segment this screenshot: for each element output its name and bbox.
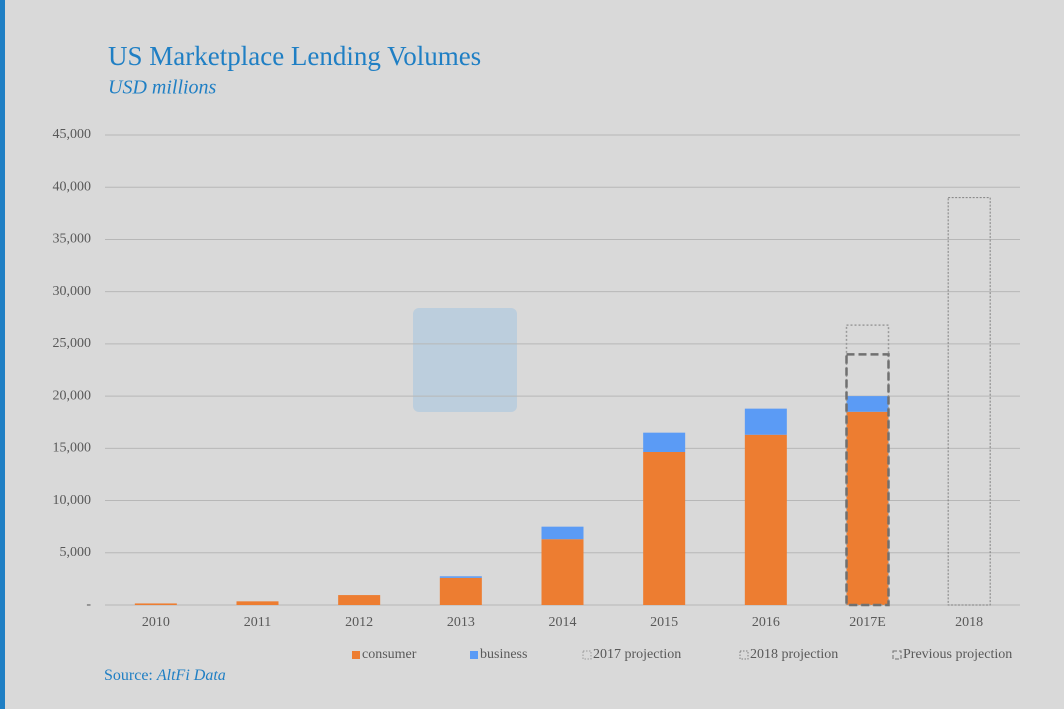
y-tick-label: 35,000: [53, 232, 92, 247]
legend-label: consumer: [362, 647, 417, 662]
bar-segment: [439, 576, 482, 578]
y-tick-label: 30,000: [53, 284, 92, 299]
y-tick-label: 15,000: [53, 441, 92, 456]
y-tick-label: 40,000: [53, 179, 92, 194]
side-stripe: [0, 0, 5, 709]
legend-swatch: [739, 650, 749, 660]
x-tick-label: 2010: [142, 615, 170, 630]
y-tick-label: -: [86, 597, 91, 612]
legend-swatch: [470, 651, 478, 659]
legend-label: 2017 projection: [593, 647, 681, 662]
bar-segment: [846, 411, 889, 605]
chart-title: US Marketplace Lending Volumes: [108, 41, 481, 71]
legend-swatch: [892, 650, 902, 660]
legend-swatch: [582, 650, 592, 660]
legend-label: 2018 projection: [750, 647, 838, 662]
projection-bar: [845, 353, 890, 607]
x-tick-label: 2015: [650, 615, 678, 630]
x-tick-label: 2018: [955, 615, 983, 630]
source-label: Source:: [104, 667, 153, 684]
y-tick-label: 25,000: [53, 336, 92, 351]
projection-bar: [947, 197, 991, 606]
x-tick-label: 2012: [345, 615, 373, 630]
watermark: [413, 308, 517, 412]
bar-segment: [744, 408, 787, 435]
legend-label: Previous projection: [903, 647, 1012, 662]
bar-segment: [643, 451, 686, 605]
bar-segment: [134, 603, 177, 605]
bar-segment: [744, 434, 787, 605]
source-name: AltFi Data: [156, 667, 226, 684]
y-tick-label: 45,000: [53, 127, 92, 142]
bar-segment: [643, 432, 686, 452]
x-tick-label: 2016: [752, 615, 780, 630]
legend-label: business: [480, 647, 527, 662]
y-tick-label: 20,000: [53, 388, 92, 403]
source: Source: AltFi Data: [104, 667, 226, 684]
legend-swatch: [352, 651, 360, 659]
x-tick-label: 2013: [447, 615, 475, 630]
projection-bar: [845, 324, 890, 606]
x-tick-label: 2011: [244, 615, 271, 630]
bar-segment: [846, 396, 889, 412]
bar-segment: [541, 526, 584, 540]
bar-segment: [439, 577, 482, 605]
y-tick-label: 5,000: [60, 545, 92, 560]
x-tick-label: 2014: [549, 615, 577, 630]
bar-segment: [541, 539, 584, 605]
bar-segment: [338, 595, 381, 605]
bar-segment: [236, 601, 279, 605]
x-tick-label: 2017E: [849, 615, 886, 630]
y-tick-label: 10,000: [53, 493, 92, 508]
chart-subtitle: USD millions: [108, 77, 217, 99]
